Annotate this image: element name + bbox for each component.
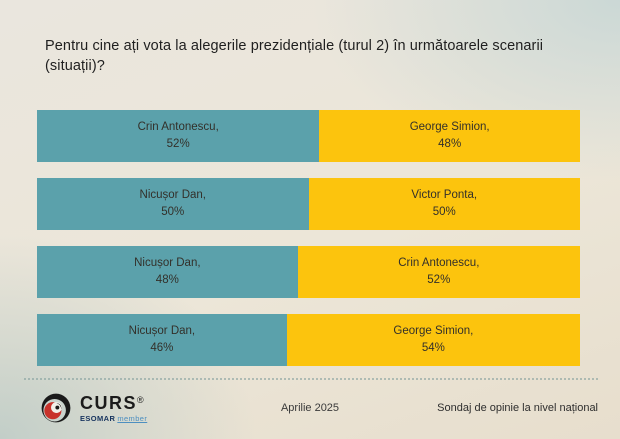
bar-segment-left: Nicușor Dan, 48%	[37, 246, 298, 298]
candidate-share: 50%	[432, 205, 456, 218]
candidate-name: George Simion,	[393, 325, 474, 338]
bar-segment-right: George Simion, 54%	[286, 314, 580, 366]
candidate-share: 52%	[166, 137, 190, 150]
candidate-share: 48%	[155, 273, 179, 286]
scenario-bar-row: Nicușor Dan, 46% George Simion, 54%	[37, 314, 580, 366]
candidate-name: Victor Ponta,	[411, 189, 478, 202]
page-title: Pentru cine ați vota la alegerile prezid…	[45, 38, 544, 74]
logo-text-block: CURS® ESOMAR member	[80, 394, 147, 423]
curs-swirl-icon	[41, 393, 71, 423]
scenario-bar-row: Nicușor Dan, 50% Victor Ponta, 50%	[37, 178, 580, 230]
candidate-share: 48%	[438, 137, 462, 150]
bar-segment-left: Nicușor Dan, 50%	[37, 178, 309, 230]
candidate-name: Nicușor Dan,	[134, 257, 201, 270]
footer-divider	[24, 378, 598, 380]
logo-curs-text: CURS	[80, 392, 138, 413]
candidate-share: 54%	[421, 341, 445, 354]
bar-segment-left: Nicușor Dan, 46%	[37, 314, 287, 366]
bar-segment-right: Crin Antonescu, 52%	[297, 246, 580, 298]
candidate-share: 52%	[427, 273, 451, 286]
scenario-bar-row: Nicușor Dan, 48% Crin Antonescu, 52%	[37, 246, 580, 298]
bar-segment-left: Crin Antonescu, 52%	[37, 110, 320, 162]
footer-date: Aprilie 2025	[280, 402, 340, 414]
candidate-name: Crin Antonescu,	[398, 257, 480, 270]
candidate-name: Crin Antonescu,	[137, 121, 219, 134]
candidate-name: Nicușor Dan,	[128, 325, 196, 338]
scenario-bar-chart: Crin Antonescu, 52% George Simion, 48% Nicuș…	[37, 110, 580, 382]
bar-segment-right: George Simion, 48%	[319, 110, 580, 162]
candidate-share: 46%	[150, 341, 174, 354]
registered-mark: ®	[137, 394, 144, 405]
candidate-name: Nicușor Dan,	[139, 189, 206, 202]
candidate-name: George Simion,	[409, 121, 490, 134]
esomar-member-label: member	[117, 413, 148, 423]
esomar-line: ESOMAR member	[80, 414, 147, 423]
footer-note: Sondaj de opinie la nivel național	[437, 402, 598, 414]
bar-segment-right: Victor Ponta, 50%	[308, 178, 580, 230]
esomar-label: ESOMAR	[80, 413, 116, 423]
candidate-share: 50%	[161, 205, 185, 218]
curs-logo: CURS® ESOMAR member	[38, 390, 147, 426]
scenario-bar-row: Crin Antonescu, 52% George Simion, 48%	[37, 110, 580, 162]
logo-wordmark: CURS®	[80, 394, 147, 412]
